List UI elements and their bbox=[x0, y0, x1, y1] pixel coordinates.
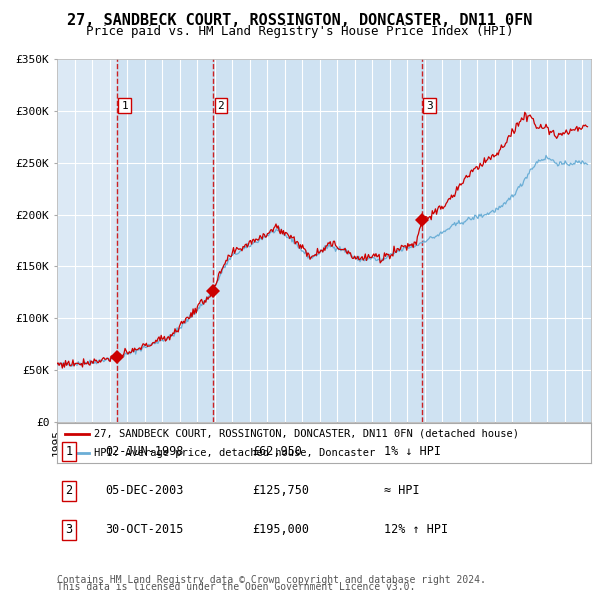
Text: 27, SANDBECK COURT, ROSSINGTON, DONCASTER, DN11 0FN (detached house): 27, SANDBECK COURT, ROSSINGTON, DONCASTE… bbox=[94, 429, 520, 439]
Bar bbox=[117, 59, 213, 422]
Text: 3: 3 bbox=[426, 101, 433, 111]
Text: Price paid vs. HM Land Registry's House Price Index (HPI): Price paid vs. HM Land Registry's House … bbox=[86, 25, 514, 38]
Text: 27, SANDBECK COURT, ROSSINGTON, DONCASTER, DN11 0FN: 27, SANDBECK COURT, ROSSINGTON, DONCASTE… bbox=[67, 13, 533, 28]
Text: Contains HM Land Registry data © Crown copyright and database right 2024.: Contains HM Land Registry data © Crown c… bbox=[57, 575, 486, 585]
Bar bbox=[213, 59, 422, 422]
Text: 1: 1 bbox=[65, 445, 73, 458]
Text: This data is licensed under the Open Government Licence v3.0.: This data is licensed under the Open Gov… bbox=[57, 582, 415, 590]
Text: 1: 1 bbox=[121, 101, 128, 111]
Text: 2: 2 bbox=[218, 101, 224, 111]
Text: £125,750: £125,750 bbox=[252, 484, 309, 497]
Text: ≈ HPI: ≈ HPI bbox=[384, 484, 419, 497]
Bar bbox=[422, 59, 591, 422]
Text: £62,950: £62,950 bbox=[252, 445, 302, 458]
Text: HPI: Average price, detached house, Doncaster: HPI: Average price, detached house, Donc… bbox=[94, 448, 376, 458]
Text: 3: 3 bbox=[65, 523, 73, 536]
Text: 30-OCT-2015: 30-OCT-2015 bbox=[105, 523, 184, 536]
Text: 02-JUN-1998: 02-JUN-1998 bbox=[105, 445, 184, 458]
Text: 05-DEC-2003: 05-DEC-2003 bbox=[105, 484, 184, 497]
Text: 1% ↓ HPI: 1% ↓ HPI bbox=[384, 445, 441, 458]
Text: 2: 2 bbox=[65, 484, 73, 497]
Text: 12% ↑ HPI: 12% ↑ HPI bbox=[384, 523, 448, 536]
Text: £195,000: £195,000 bbox=[252, 523, 309, 536]
